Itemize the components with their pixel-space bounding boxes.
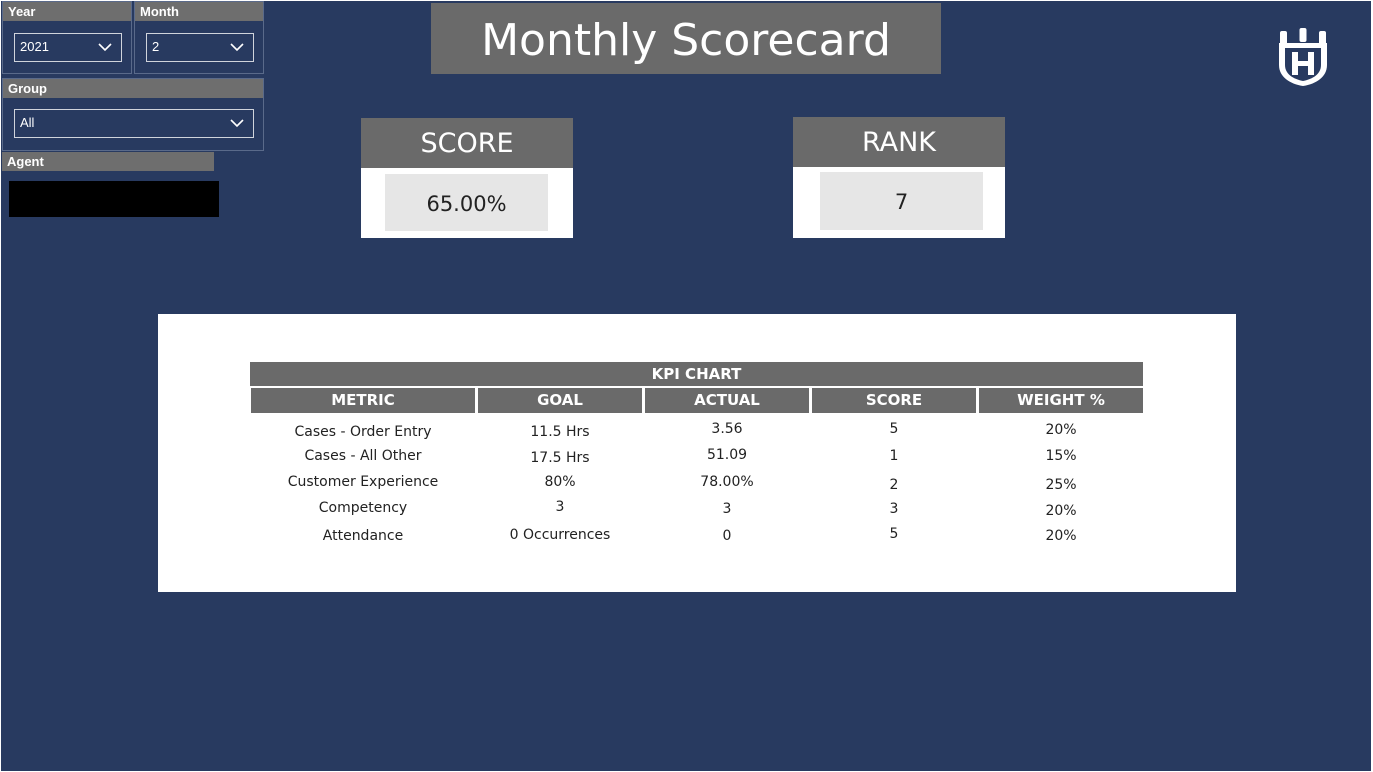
score-card-label: SCORE xyxy=(361,118,573,168)
month-dropdown-value: 2 xyxy=(152,39,160,54)
table-cell-score: 1 xyxy=(889,448,899,464)
table-cell-metric: Customer Experience xyxy=(287,474,439,490)
kpi-table: KPI CHART METRIC GOAL ACTUAL SCORE WEIGH… xyxy=(250,362,1143,549)
agent-slicer-label: Agent xyxy=(2,152,214,171)
table-cell-goal: 17.5 Hrs xyxy=(530,450,590,466)
year-slicer: Year 2021 xyxy=(2,1,132,74)
group-dropdown[interactable]: All xyxy=(14,109,254,138)
table-cell-weight: 20% xyxy=(1045,422,1077,438)
table-cell-goal: 11.5 Hrs xyxy=(530,424,590,440)
kpi-table-header: METRIC GOAL ACTUAL SCORE WEIGHT % xyxy=(250,388,1143,414)
table-cell-actual: 51.09 xyxy=(706,447,748,463)
table-cell-score: 5 xyxy=(889,526,899,542)
table-row: Competency 3 3 3 20% xyxy=(250,497,1143,523)
table-cell-metric: Cases - Order Entry xyxy=(294,424,432,440)
page-title: Monthly Scorecard xyxy=(431,3,941,74)
column-header-goal[interactable]: GOAL xyxy=(478,388,642,413)
chevron-down-icon xyxy=(230,43,244,52)
column-header-weight[interactable]: WEIGHT % xyxy=(979,388,1143,413)
score-card-value: 65.00% xyxy=(385,174,548,231)
rank-card: RANK 7 xyxy=(793,117,1005,238)
table-cell-weight: 25% xyxy=(1045,477,1077,493)
column-header-score[interactable]: SCORE xyxy=(812,388,976,413)
table-cell-score: 2 xyxy=(889,477,899,493)
chevron-down-icon xyxy=(98,43,112,52)
agent-slicer: Agent xyxy=(2,152,219,223)
table-cell-score: 5 xyxy=(889,421,899,437)
agent-selector-redacted[interactable] xyxy=(9,181,219,217)
group-slicer-label: Group xyxy=(3,79,263,98)
table-cell-score: 3 xyxy=(889,501,899,517)
group-slicer: Group All xyxy=(2,78,264,151)
table-cell-goal: 80% xyxy=(544,474,576,490)
kpi-table-title: KPI CHART xyxy=(250,362,1143,386)
chevron-down-icon xyxy=(230,119,244,128)
year-dropdown[interactable]: 2021 xyxy=(14,33,122,62)
column-header-actual[interactable]: ACTUAL xyxy=(645,388,809,413)
rank-card-value: 7 xyxy=(820,172,983,230)
table-cell-metric: Attendance xyxy=(322,528,404,544)
table-row: Cases - Order Entry 11.5 Hrs 3.56 5 20% xyxy=(250,419,1143,445)
month-slicer-label: Month xyxy=(135,2,263,21)
kpi-table-panel: KPI CHART METRIC GOAL ACTUAL SCORE WEIGH… xyxy=(158,314,1236,592)
column-header-metric[interactable]: METRIC xyxy=(251,388,475,413)
table-cell-actual: 0 xyxy=(722,528,732,544)
table-row: Cases - All Other 17.5 Hrs 51.09 1 15% xyxy=(250,445,1143,471)
rank-card-label: RANK xyxy=(793,117,1005,167)
table-row: Customer Experience 80% 78.00% 2 25% xyxy=(250,471,1143,497)
table-cell-metric: Cases - All Other xyxy=(304,448,422,464)
table-cell-weight: 15% xyxy=(1045,448,1077,464)
table-cell-goal: 0 Occurrences xyxy=(509,527,611,543)
year-dropdown-value: 2021 xyxy=(20,39,49,54)
year-slicer-label: Year xyxy=(3,2,131,21)
table-row: Attendance 0 Occurrences 0 5 20% xyxy=(250,523,1143,549)
table-cell-actual: 3.56 xyxy=(711,421,743,437)
table-cell-weight: 20% xyxy=(1045,503,1077,519)
month-dropdown[interactable]: 2 xyxy=(146,33,254,62)
table-cell-metric: Competency xyxy=(318,500,408,516)
table-cell-weight: 20% xyxy=(1045,528,1077,544)
month-slicer: Month 2 xyxy=(134,1,264,74)
table-cell-actual: 3 xyxy=(722,501,732,517)
score-card: SCORE 65.00% xyxy=(361,118,573,238)
table-cell-actual: 78.00% xyxy=(700,474,754,490)
table-cell-goal: 3 xyxy=(555,499,565,515)
husqvarna-logo-icon xyxy=(1279,28,1327,86)
group-dropdown-value: All xyxy=(20,115,35,130)
kpi-table-body: Cases - Order Entry 11.5 Hrs 3.56 5 20% … xyxy=(250,419,1143,549)
